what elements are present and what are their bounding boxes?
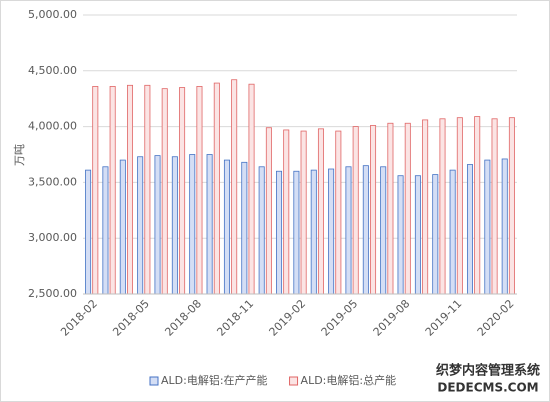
bar [310,169,317,295]
bar [127,84,134,295]
y-tick-label: 5,000.00 [28,8,77,21]
bar [248,83,255,295]
bar [362,165,369,295]
bar [171,156,178,295]
bar [491,118,498,295]
bar [300,130,307,295]
watermark: 织梦内容管理系统 [436,363,540,379]
bar [241,161,248,295]
bar [508,117,515,295]
bar [335,130,342,295]
bar [414,175,421,295]
bar [404,122,411,295]
bar [439,118,446,295]
legend-swatch [289,376,299,386]
bar [223,159,230,295]
bar [109,86,116,295]
bar [85,169,92,295]
bar [137,156,144,295]
bar [276,170,283,295]
bar [422,119,429,295]
y-tick-label: 4,000.00 [28,120,77,133]
bar [380,166,387,295]
bar [213,82,220,295]
y-tick-label: 3,000.00 [28,231,77,244]
bar [189,154,196,295]
bar [119,159,126,295]
bar [456,117,463,295]
y-axis-label: 万吨 [13,144,26,166]
bar [449,169,456,295]
legend-label: ALD:电解铝:总产能 [301,373,397,387]
bar [328,168,335,295]
bar [144,84,151,295]
bar [283,129,290,295]
bar [345,166,352,295]
bar [474,116,481,295]
bar [432,174,439,295]
bar [466,164,473,295]
bar [196,86,203,295]
y-tick-label: 2,500.00 [28,287,77,300]
bar [265,127,272,295]
bar [370,125,377,295]
bar [92,86,99,295]
bar [102,166,109,295]
bar [154,155,161,295]
legend-swatch [149,376,159,386]
bar [397,175,404,295]
bar [231,79,238,295]
bar [387,122,394,295]
bar [352,126,359,295]
watermark: DEDECMS.COM [437,381,538,395]
y-tick-label: 3,500.00 [28,175,77,188]
legend-label: ALD:电解铝:在产产能 [161,373,268,387]
bar [501,158,508,295]
bar [161,88,168,295]
bar [317,128,324,295]
bar [258,166,265,295]
y-tick-label: 4,500.00 [28,64,77,77]
bar [206,154,213,295]
bar [179,87,186,295]
bar [484,159,491,295]
bar [293,170,300,295]
